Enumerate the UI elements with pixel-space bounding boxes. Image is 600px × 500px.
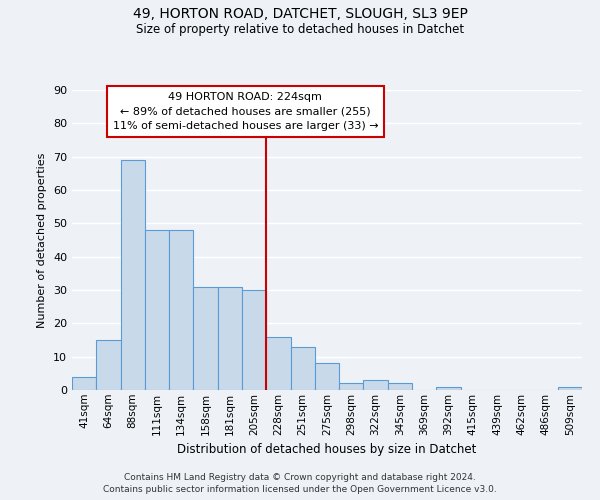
Bar [339,384,364,390]
Bar [218,286,242,390]
Bar [145,230,169,390]
Bar [242,290,266,390]
Bar [96,340,121,390]
Y-axis label: Number of detached properties: Number of detached properties [37,152,47,328]
Bar [121,160,145,390]
Bar [364,380,388,390]
Bar [72,376,96,390]
Text: Size of property relative to detached houses in Datchet: Size of property relative to detached ho… [136,22,464,36]
Text: Distribution of detached houses by size in Datchet: Distribution of detached houses by size … [178,442,476,456]
Text: Contains HM Land Registry data © Crown copyright and database right 2024.: Contains HM Land Registry data © Crown c… [124,472,476,482]
Bar [266,336,290,390]
Bar [290,346,315,390]
Bar [558,386,582,390]
Text: Contains public sector information licensed under the Open Government Licence v3: Contains public sector information licen… [103,485,497,494]
Bar [388,384,412,390]
Bar [436,386,461,390]
Text: 49, HORTON ROAD, DATCHET, SLOUGH, SL3 9EP: 49, HORTON ROAD, DATCHET, SLOUGH, SL3 9E… [133,8,467,22]
Bar [169,230,193,390]
Bar [193,286,218,390]
Text: 49 HORTON ROAD: 224sqm
← 89% of detached houses are smaller (255)
11% of semi-de: 49 HORTON ROAD: 224sqm ← 89% of detached… [113,92,378,131]
Bar [315,364,339,390]
